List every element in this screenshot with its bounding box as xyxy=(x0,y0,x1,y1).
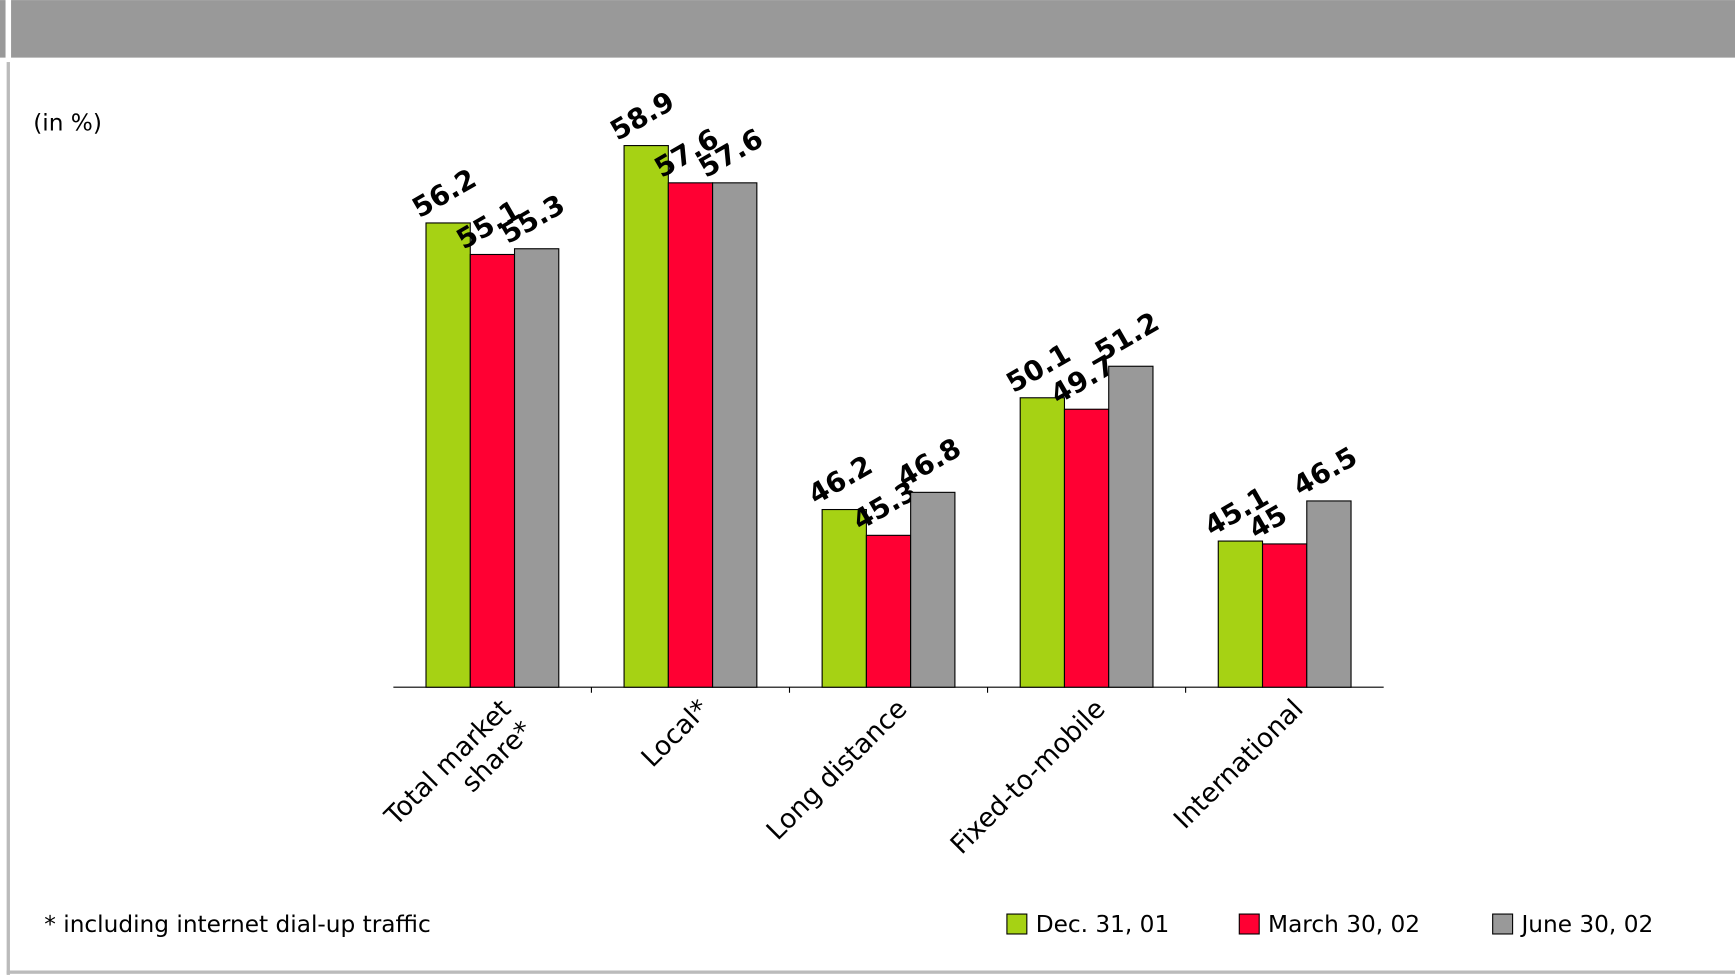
bar xyxy=(1261,543,1308,688)
bar xyxy=(1019,397,1066,688)
value-label: 51.2 xyxy=(1089,305,1165,368)
bar xyxy=(821,508,867,688)
x-tick-label: International xyxy=(1168,693,1310,835)
bar xyxy=(712,182,758,688)
value-label: 46.8 xyxy=(891,431,967,494)
bar xyxy=(910,491,956,688)
bar xyxy=(1108,365,1154,688)
bar xyxy=(1063,408,1110,688)
left-border xyxy=(6,62,10,975)
bar xyxy=(469,253,516,688)
bar xyxy=(623,145,669,688)
bar xyxy=(1217,540,1264,688)
legend-swatch xyxy=(1238,913,1260,935)
header-bar-left xyxy=(0,0,6,58)
x-tick-label: Local* xyxy=(635,693,715,773)
header-bar xyxy=(11,0,1735,58)
bar xyxy=(425,222,471,688)
bar xyxy=(865,534,912,688)
legend-swatch xyxy=(1006,913,1028,935)
bar xyxy=(1306,500,1352,688)
x-tick-label: Long distance xyxy=(761,693,914,846)
bar xyxy=(513,248,560,688)
bottom-border xyxy=(6,970,1735,974)
x-tick-label: Total marketshare* xyxy=(378,693,539,854)
legend-label: June 30, 02 xyxy=(1519,911,1653,938)
footnote: * including internet dial-up traffic xyxy=(44,911,430,938)
bar xyxy=(667,182,714,688)
legend-label: Dec. 31, 01 xyxy=(1036,911,1170,938)
legend-label: March 30, 02 xyxy=(1268,911,1420,938)
legend-swatch xyxy=(1492,913,1514,935)
value-label: 58.9 xyxy=(604,85,680,148)
x-tick-label: Fixed-to-mobile xyxy=(944,693,1111,860)
value-label: 46.5 xyxy=(1287,440,1363,503)
y-axis-label: (in %) xyxy=(33,110,102,137)
